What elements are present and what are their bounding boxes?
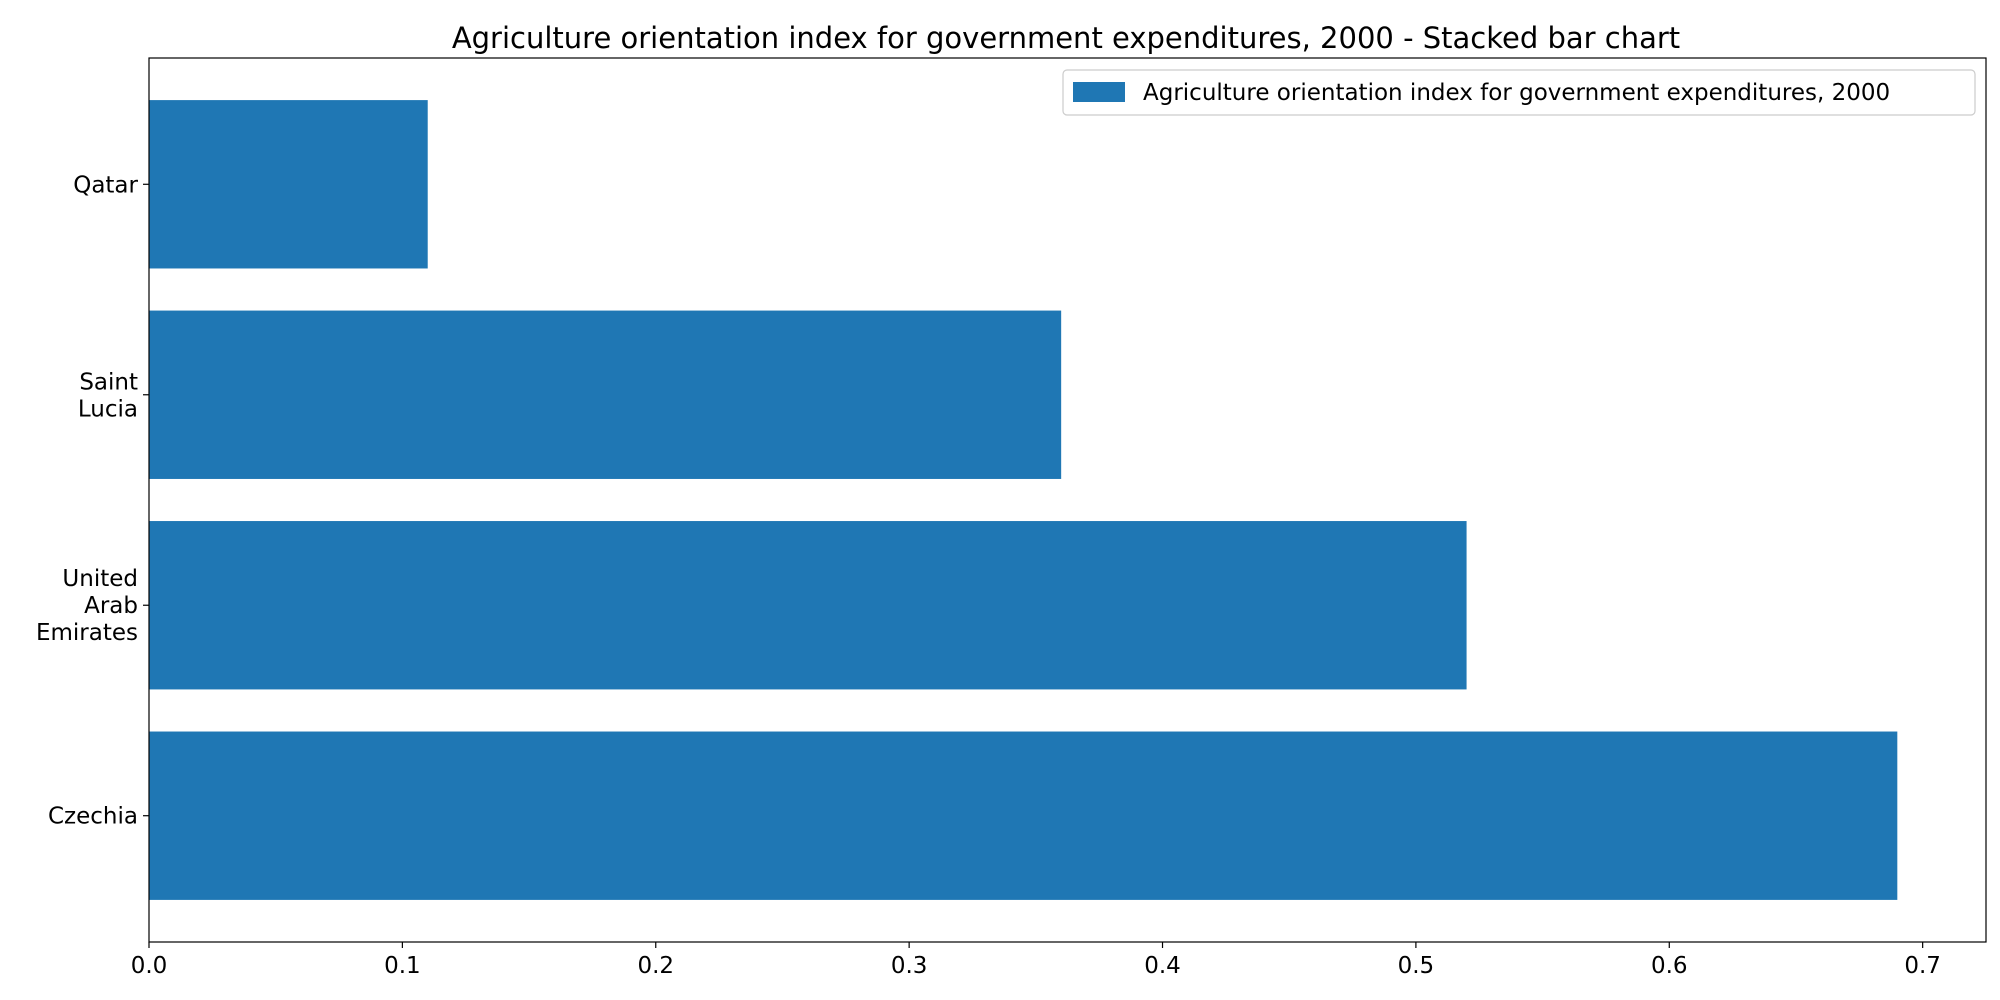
y-tick-label: United Arab Emirates	[36, 566, 138, 646]
x-tick-label: 0.3	[891, 953, 928, 979]
plot-frame	[148, 57, 1987, 943]
y-tick-label-line: Emirates	[36, 620, 138, 646]
legend: Agriculture orientation index for govern…	[1062, 69, 1976, 116]
bar-saint-lucia	[149, 310, 1062, 479]
legend-swatch	[1073, 82, 1125, 102]
x-axis-ticks: 0.0 0.1 0.2 0.3 0.4 0.5 0.6 0.7	[131, 942, 1941, 979]
x-tick-label: 0.4	[1144, 953, 1181, 979]
chart-title: Agriculture orientation index for govern…	[452, 21, 1680, 55]
bar-qatar	[149, 100, 428, 269]
x-tick-label: 0.7	[1904, 953, 1941, 979]
y-tick-label-line: Czechia	[48, 804, 138, 830]
y-tick-label-line: Saint	[79, 369, 138, 395]
y-tick-label: Saint Lucia	[78, 369, 138, 422]
y-tick-label-line: United	[62, 566, 138, 592]
y-tick-label: Qatar	[73, 172, 138, 198]
y-tick-label-line: Qatar	[73, 172, 138, 198]
x-tick-label: 0.0	[131, 953, 168, 979]
legend-box	[1062, 69, 1976, 116]
legend-label: Agriculture orientation index for govern…	[1143, 80, 1890, 106]
y-axis-ticks: Czechia United Arab Emirates Saint Lucia Qatar	[36, 172, 149, 830]
x-tick-label: 0.2	[637, 953, 674, 979]
x-tick-label: 0.5	[1398, 953, 1435, 979]
bar-united-arab-emirates	[149, 521, 1467, 690]
bar-czechia	[149, 731, 1898, 900]
y-tick-label-line: Lucia	[78, 396, 138, 422]
bars-group	[149, 100, 1898, 900]
y-tick-label: Czechia	[48, 804, 138, 830]
x-tick-label: 0.1	[384, 953, 421, 979]
y-tick-label-line: Arab	[84, 593, 138, 619]
x-tick-label: 0.6	[1651, 953, 1688, 979]
